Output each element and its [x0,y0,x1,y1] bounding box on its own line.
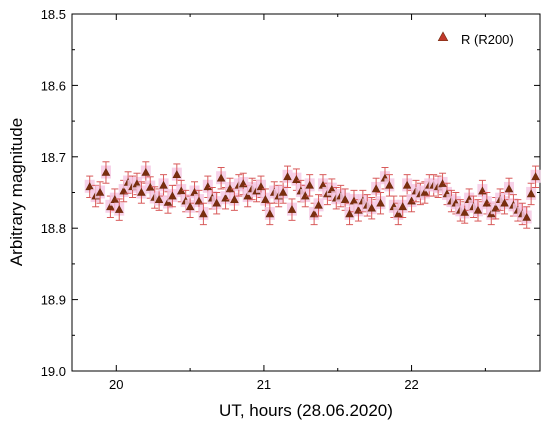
x-axis-label: UT, hours (28.06.2020) [219,401,393,420]
point-marker [137,187,146,196]
data-point [100,161,111,184]
legend-marker [437,31,449,42]
point-marker [95,187,105,196]
point-marker [522,212,532,221]
x-axis: 20 21 22 [109,14,486,392]
point-marker [101,167,111,176]
legend: R (R200) [437,31,514,47]
point-marker [402,180,412,189]
data-point [198,202,209,226]
point-marker [159,180,168,189]
data-point [264,202,275,226]
y-tick-label: 18.9 [41,293,66,308]
point-marker [420,187,430,196]
data-point [371,177,382,201]
point-marker [345,209,354,218]
data-point [375,192,386,215]
point-marker [526,189,536,198]
point-marker [367,203,377,212]
data-point [84,175,95,198]
point-marker [283,172,292,181]
point-marker [340,195,350,203]
point-marker [504,184,514,193]
point-marker [393,209,403,218]
point-marker [305,180,314,189]
data-point [216,167,227,190]
point-marker [168,191,177,200]
point-marker [119,186,128,195]
y-tick-label: 18.7 [41,150,66,165]
point-marker [531,172,540,181]
point-marker [185,202,195,211]
data-point [154,188,165,211]
y-tick-label: 18.8 [41,221,66,236]
point-marker [230,195,239,203]
point-marker [216,173,226,182]
data-point [118,179,129,203]
point-marker [500,198,509,207]
data-point [521,206,532,229]
data-point [136,181,147,204]
point-marker [261,195,270,203]
data-point [286,198,297,221]
x-tick-label: 21 [257,377,271,392]
point-marker [407,196,416,205]
y-tick-label: 19.0 [41,364,66,379]
data-point [526,182,537,206]
data-point [366,196,377,220]
point-marker [154,195,164,203]
point-marker [256,182,266,191]
x-tick-label: 22 [404,377,418,392]
point-marker [385,180,394,189]
data-point [95,181,106,204]
point-marker [292,175,301,183]
data-point [313,194,324,217]
point-marker [212,198,221,207]
y-tick-label: 18.5 [41,7,66,22]
point-marker [114,205,124,213]
data-point [282,165,293,189]
point-marker [243,191,252,200]
point-marker [172,170,182,178]
point-marker [194,196,204,205]
data-point [114,198,125,221]
point-marker [314,200,323,209]
data-point [472,199,483,222]
legend-label: R (R200) [461,32,514,47]
y-tick-label: 18.6 [41,78,66,93]
point-marker [85,182,95,191]
point-marker [287,205,297,213]
y-axis: 18.5 18.6 18.7 18.8 18.9 19.0 [41,7,540,379]
point-marker [376,198,385,207]
x-tick-label: 20 [109,377,123,392]
point-marker [491,203,501,212]
data-point [140,161,151,184]
point-marker [199,209,208,218]
series-layer [84,161,541,229]
point-marker [309,209,319,218]
point-marker [106,202,115,211]
data-point [530,165,541,189]
data-point [397,195,408,218]
point-marker [371,184,381,193]
point-marker [398,202,408,211]
point-marker [473,205,483,214]
y-axis-label: Arbitrary magnitude [7,118,26,266]
data-point [211,192,222,215]
data-point [304,174,315,197]
point-marker [265,209,275,218]
point-marker [141,167,151,176]
point-marker [460,207,470,216]
point-marker [278,187,288,196]
point-marker [203,182,213,191]
